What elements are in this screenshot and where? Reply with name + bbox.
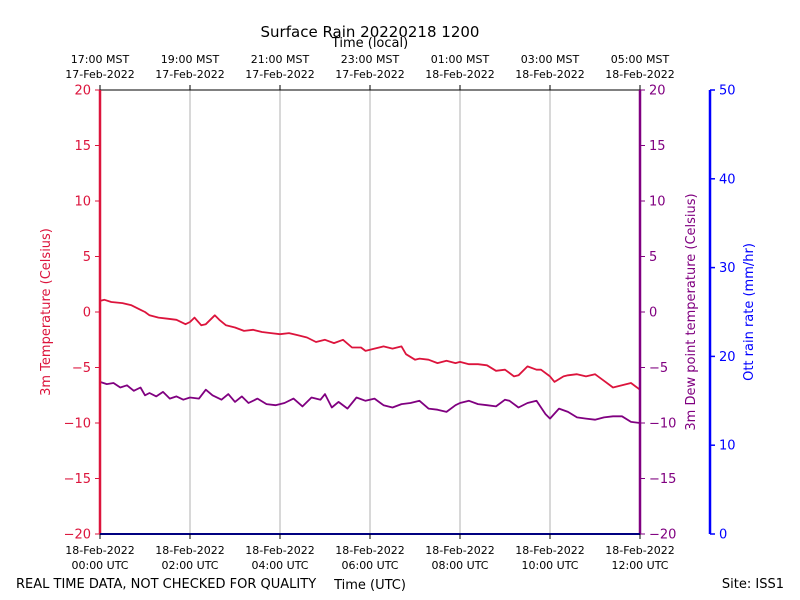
chart-title: Surface Rain 20220218 1200 [261, 23, 480, 41]
bottom-tick-label: 18-Feb-2022 [335, 544, 404, 557]
top-tick-label: 17:00 MST [71, 53, 130, 66]
top-tick-label: 17-Feb-2022 [245, 68, 314, 81]
right-tick-label: 15 [649, 139, 666, 154]
right-tick-label: 5 [649, 250, 657, 265]
bottom-tick-label: 18-Feb-2022 [65, 544, 134, 557]
top-ticks: 17:00 MST 17-Feb-2022 19:00 MST 17-Feb-2022… [65, 53, 675, 90]
left-tick-label: −15 [64, 472, 91, 487]
right-axis-label: 3m Dew point temperature (Celsius) [684, 193, 699, 430]
bottom-tick-label: 06:00 UTC [341, 559, 398, 572]
top-tick-label: 18-Feb-2022 [425, 68, 494, 81]
top-tick-label: 19:00 MST [161, 53, 220, 66]
bottom-ticks: 18-Feb-2022 00:00 UTC 18-Feb-2022 02:00 UTC… [65, 534, 675, 572]
left-axis-label: 3m Temperature (Celsius) [39, 228, 54, 396]
right-tick-label: −5 [649, 361, 668, 376]
left-tick-label: 20 [74, 84, 91, 99]
right-tick-label: 0 [649, 306, 657, 321]
rain-tick-label: 50 [719, 84, 736, 99]
right-tick-label: −20 [649, 528, 676, 543]
bottom-tick-label: 02:00 UTC [161, 559, 218, 572]
bottom-tick-label: 18-Feb-2022 [425, 544, 494, 557]
footer-disclaimer: REAL TIME DATA, NOT CHECKED FOR QUALITY [16, 577, 316, 592]
top-tick-label: 18-Feb-2022 [515, 68, 584, 81]
top-tick-label: 21:00 MST [251, 53, 310, 66]
top-tick-label: 17-Feb-2022 [155, 68, 224, 81]
bottom-tick-label: 18-Feb-2022 [155, 544, 224, 557]
rain-tick-label: 40 [719, 172, 736, 187]
right-tick-label: 20 [649, 84, 666, 99]
bottom-tick-label: 18-Feb-2022 [245, 544, 314, 557]
bottom-tick-label: 08:00 UTC [431, 559, 488, 572]
rain-axis-label: Ott rain rate (mm/hr) [742, 243, 757, 381]
right-ticks: −20 −15 −10 −5 0 5 10 15 20 [640, 84, 676, 543]
left-tick-label: −10 [64, 417, 91, 432]
right-tick-label: −15 [649, 472, 676, 487]
top-tick-label: 17-Feb-2022 [335, 68, 404, 81]
rain-ticks: 0 10 20 30 40 50 [710, 84, 736, 543]
left-tick-label: 15 [74, 139, 91, 154]
series-group [99, 298, 641, 424]
left-tick-label: −5 [72, 361, 91, 376]
right-tick-label: −10 [649, 417, 676, 432]
left-tick-label: −20 [64, 528, 91, 543]
bottom-tick-label: 00:00 UTC [71, 559, 128, 572]
top-tick-label: 05:00 MST [611, 53, 670, 66]
top-tick-label: 03:00 MST [521, 53, 580, 66]
bottom-tick-label: 18-Feb-2022 [605, 544, 674, 557]
top-axis-label: Time (local) [331, 36, 408, 51]
rain-tick-label: 10 [719, 439, 736, 454]
bottom-axis-label: Time (UTC) [333, 578, 406, 593]
left-tick-label: 0 [83, 306, 91, 321]
left-tick-label: 10 [74, 195, 91, 210]
bottom-tick-label: 04:00 UTC [251, 559, 308, 572]
rain-tick-label: 20 [719, 350, 736, 365]
bottom-tick-label: 10:00 UTC [521, 559, 578, 572]
gridlines [189, 90, 551, 534]
footer-site: Site: ISS1 [722, 577, 784, 592]
left-ticks: −20 −15 −10 −5 0 5 10 15 20 [64, 84, 100, 543]
right-tick-label: 10 [649, 195, 666, 210]
rain-tick-label: 30 [719, 261, 736, 276]
top-tick-label: 01:00 MST [431, 53, 490, 66]
bottom-tick-label: 12:00 UTC [611, 559, 668, 572]
bottom-tick-label: 18-Feb-2022 [515, 544, 584, 557]
series-line-temperature [99, 298, 641, 391]
top-tick-label: 17-Feb-2022 [65, 68, 134, 81]
left-tick-label: 5 [83, 250, 91, 265]
series-line-dewpoint [99, 381, 641, 424]
top-tick-label: 23:00 MST [341, 53, 400, 66]
rain-tick-label: 0 [719, 528, 727, 543]
top-tick-label: 18-Feb-2022 [605, 68, 674, 81]
